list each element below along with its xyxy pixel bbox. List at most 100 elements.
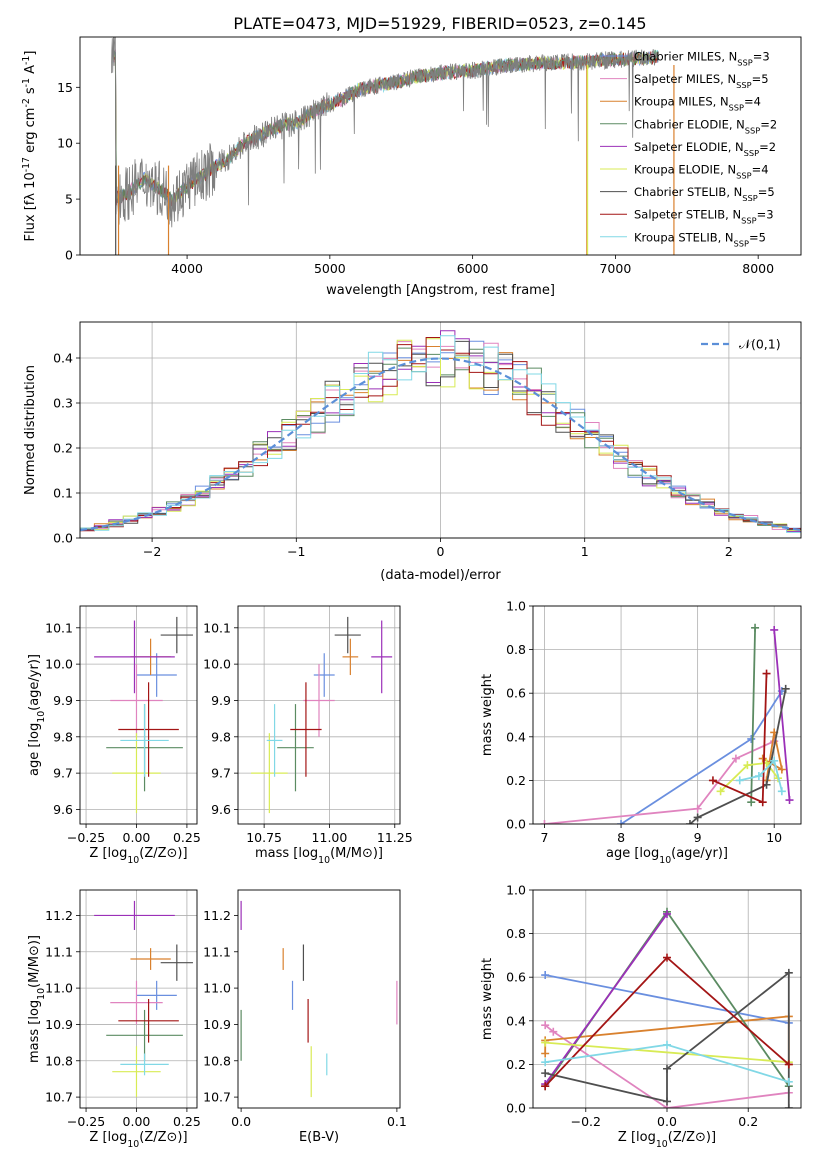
data-spectrum-line bbox=[111, 37, 659, 228]
weight-line bbox=[773, 629, 791, 801]
x-tick-label: −0.25 bbox=[67, 830, 105, 845]
x-tick-label: 0 bbox=[437, 544, 445, 559]
y-tick-label: 0.0 bbox=[506, 1101, 526, 1116]
weight-marker bbox=[781, 684, 790, 693]
x-axis-label: Z [log10(Z/Z⊙)] bbox=[89, 1130, 187, 1150]
x-axis-label: mass [log10(M/M⊙)] bbox=[255, 846, 383, 866]
weight-marker bbox=[663, 909, 671, 918]
plot-mass-vs-ebv: 0.0 0.1 10.7 10.8 10.9 11.0 11.1 11.2 E(B-V) bbox=[203, 889, 407, 1145]
y-tick-label: 10.8 bbox=[203, 1053, 231, 1068]
x-tick-label: 0.25 bbox=[173, 1114, 201, 1129]
weight-marker bbox=[751, 623, 760, 632]
y-axis-label: mass weight bbox=[480, 674, 495, 756]
y-tick-label: 0.2 bbox=[506, 1057, 526, 1072]
y-tick-label: 11.0 bbox=[45, 981, 73, 996]
y-tick-label: 0.2 bbox=[53, 441, 73, 456]
x-tick-label: 11.25 bbox=[377, 830, 413, 845]
plot-residuals: −2 −1 0 1 2 0.0 0.1 0.2 0.3 0.4 (data-model)/error… bbox=[23, 321, 802, 583]
y-tick-label: 11.2 bbox=[45, 908, 73, 923]
weight-marker bbox=[747, 798, 756, 807]
x-tick-label: 10 bbox=[766, 830, 782, 845]
weight-marker bbox=[770, 756, 779, 765]
y-tick-label: 0.4 bbox=[53, 351, 73, 366]
y-tick-label: 9.7 bbox=[211, 766, 231, 781]
weight-marker bbox=[784, 1060, 793, 1069]
weight-marker bbox=[540, 820, 549, 824]
y-tick-label: 0.2 bbox=[506, 773, 526, 788]
y-axis-label: Normed distribution bbox=[23, 365, 38, 495]
x-axis-label: age [log10(age/yr)] bbox=[606, 846, 728, 866]
plot-spectrum: 4000 5000 6000 7000 8000 0 5 10 15 wavelength [An… bbox=[21, 36, 802, 298]
weight-marker bbox=[743, 761, 752, 770]
x-tick-label: 8 bbox=[617, 830, 625, 845]
y-tick-label: 10.7 bbox=[203, 1090, 231, 1105]
x-tick-label: 8000 bbox=[742, 261, 774, 276]
weight-marker bbox=[731, 754, 740, 763]
weight-marker bbox=[541, 1038, 550, 1047]
legend-label: Kroupa STELIB, NSSP=5 bbox=[634, 230, 766, 248]
plot-area bbox=[80, 330, 801, 533]
x-tick-label: −2 bbox=[143, 544, 161, 559]
x-tick-label: 7 bbox=[541, 830, 549, 845]
y-tick-label: 0.8 bbox=[506, 642, 526, 657]
plot-mass-vs-Z: −0.25 0.00 0.25 10.7 10.8 10.9 11.0 11.1 11.2 Z [… bbox=[27, 889, 201, 1150]
x-axis-label: Z [log10(Z/Z⊙)] bbox=[618, 1130, 716, 1150]
y-tick-label: 10.0 bbox=[203, 657, 231, 672]
y-tick-label: 0.6 bbox=[506, 686, 526, 701]
y-axis-label: mass weight bbox=[480, 958, 495, 1040]
weight-line bbox=[544, 913, 668, 1085]
legend: Chabrier MILES, NSSP=3 Salpeter MILES, NS… bbox=[600, 50, 777, 248]
weight-marker bbox=[549, 1027, 558, 1036]
y-tick-label: 11.0 bbox=[203, 981, 231, 996]
y-tick-label: 9.9 bbox=[211, 693, 231, 708]
y-tick-label: 0.6 bbox=[506, 970, 526, 985]
weight-marker bbox=[754, 772, 763, 781]
weight-marker bbox=[758, 754, 767, 763]
y-tick-label: 10.7 bbox=[45, 1090, 73, 1105]
legend: 𝒩(0,1) bbox=[701, 337, 781, 352]
axes-frame bbox=[79, 36, 802, 256]
y-tick-label: 0.8 bbox=[506, 926, 526, 941]
y-tick-label: 10.0 bbox=[45, 657, 73, 672]
y-tick-label: 9.8 bbox=[53, 729, 73, 744]
x-tick-label: 0.1 bbox=[387, 1114, 407, 1129]
x-tick-label: 6000 bbox=[457, 261, 489, 276]
x-tick-label: 10.75 bbox=[246, 830, 282, 845]
weight-marker bbox=[747, 734, 756, 743]
weight-line bbox=[689, 688, 787, 824]
x-tick-label: 0.2 bbox=[738, 1114, 758, 1129]
weight-marker bbox=[617, 820, 626, 824]
x-tick-label: 5000 bbox=[314, 261, 346, 276]
weight-marker bbox=[663, 953, 671, 962]
weight-marker bbox=[708, 776, 717, 785]
weight-marker bbox=[541, 1069, 550, 1078]
y-tick-label: 9.6 bbox=[211, 802, 231, 817]
y-tick-label: 0.1 bbox=[53, 486, 73, 501]
weight-marker bbox=[784, 1104, 793, 1108]
legend-label: Chabrier STELIB, NSSP=5 bbox=[634, 185, 775, 203]
y-tick-label: 9.7 bbox=[53, 766, 73, 781]
legend-label: Kroupa ELODIE, NSSP=4 bbox=[634, 163, 769, 181]
weight-marker bbox=[735, 776, 744, 785]
y-tick-label: 9.6 bbox=[53, 802, 73, 817]
weight-marker bbox=[784, 968, 793, 977]
x-axis-label: (data-model)/error bbox=[380, 568, 501, 583]
weight-marker bbox=[663, 1040, 671, 1049]
plot-weight-vs-Z: −0.2 0.0 0.2 0.0 0.2 0.4 0.6 0.8 1.0 Z [log10(Z/Z… bbox=[480, 883, 802, 1150]
x-tick-label: −0.2 bbox=[571, 1114, 601, 1129]
weight-marker bbox=[777, 765, 786, 774]
weight-line bbox=[739, 759, 783, 792]
y-tick-label: 10.1 bbox=[203, 620, 231, 635]
y-tick-label: 11.2 bbox=[203, 908, 231, 923]
axes-frame bbox=[79, 321, 802, 539]
plot-area bbox=[240, 900, 398, 1098]
weight-marker bbox=[784, 1077, 793, 1086]
weight-line bbox=[762, 732, 784, 781]
y-tick-label: 0.0 bbox=[53, 531, 73, 546]
y-tick-label: 0.3 bbox=[53, 396, 73, 411]
y-tick-label: 11.1 bbox=[45, 944, 73, 959]
y-tick-label: 5 bbox=[65, 192, 73, 207]
legend-label: Chabrier ELODIE, NSSP=2 bbox=[634, 117, 777, 135]
weight-marker bbox=[785, 796, 794, 805]
